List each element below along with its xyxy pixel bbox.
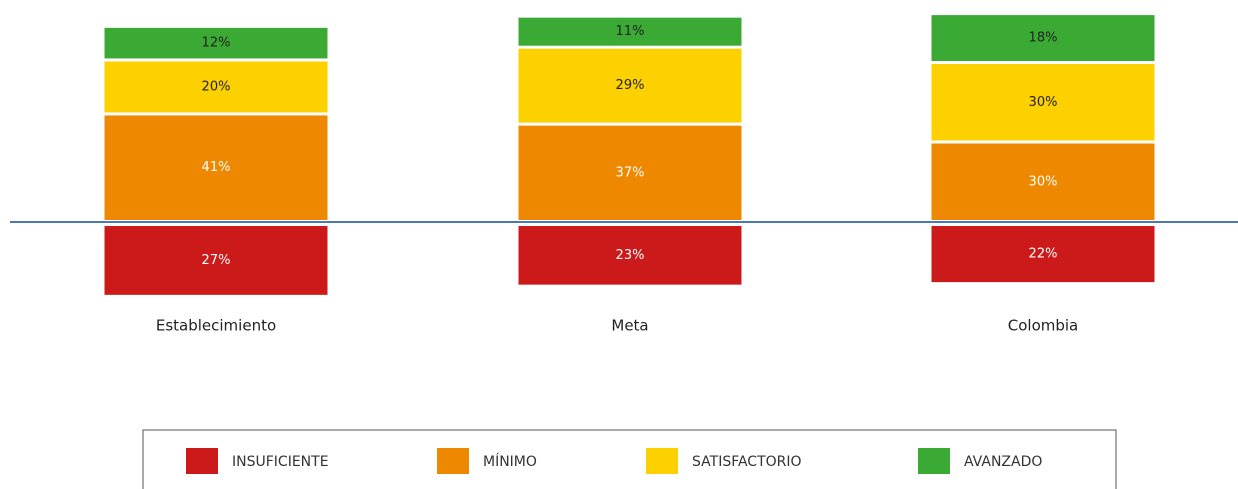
legend-label: MÍNIMO	[483, 453, 537, 470]
legend-label: INSUFICIENTE	[232, 454, 329, 470]
data-label: 20%	[202, 79, 231, 94]
bar-segment	[104, 27, 328, 59]
legend-swatch	[918, 448, 950, 474]
legend-box	[142, 429, 1117, 489]
bar-segment	[931, 64, 1155, 141]
data-label: 12%	[202, 36, 231, 51]
data-label: 27%	[202, 253, 231, 268]
bar-segment	[518, 226, 742, 285]
legend-swatch	[437, 448, 469, 474]
bar-segment	[931, 143, 1155, 220]
legend-label: AVANZADO	[964, 454, 1042, 470]
bar-segment	[104, 115, 328, 220]
bar-segment	[518, 48, 742, 123]
x-tick-label: Establecimiento	[156, 317, 276, 335]
data-label: 41%	[202, 160, 231, 175]
data-label: 30%	[1029, 174, 1058, 189]
legend-label: SATISFACTORIO	[692, 454, 802, 470]
data-label: 30%	[1029, 95, 1058, 110]
bar-segment	[931, 226, 1155, 283]
data-label: 11%	[616, 24, 645, 39]
bar-segment	[931, 15, 1155, 62]
legend-swatch	[186, 448, 218, 474]
bar-segment	[104, 226, 328, 295]
data-label: 37%	[616, 165, 645, 180]
bar-segment	[518, 125, 742, 220]
bar-segment	[518, 17, 742, 46]
x-tick-label: Colombia	[1008, 317, 1079, 335]
data-label: 29%	[616, 78, 645, 93]
x-tick-label: Meta	[611, 317, 648, 335]
data-label: 18%	[1029, 31, 1058, 46]
data-label: 22%	[1029, 247, 1058, 262]
bar-segment	[104, 61, 328, 113]
legend-swatch	[646, 448, 678, 474]
data-label: 23%	[616, 248, 645, 263]
